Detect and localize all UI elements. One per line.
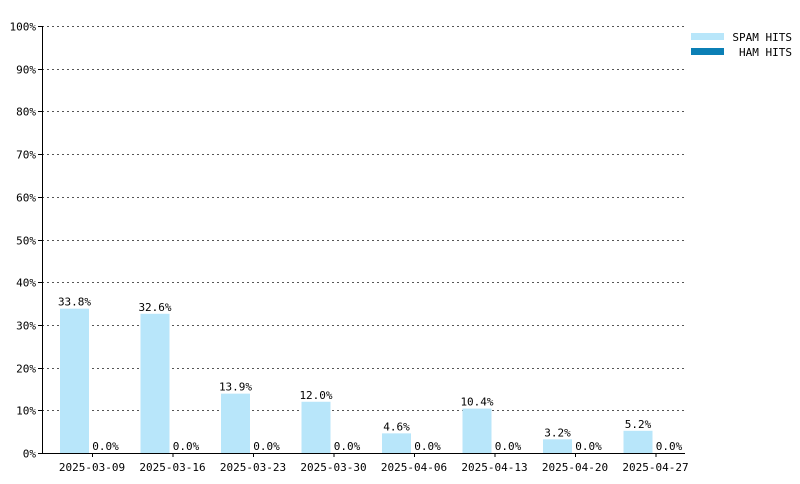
spam-value-label: 13.9% — [219, 381, 252, 394]
x-tick-label: 2025-03-30 — [300, 461, 366, 474]
x-tick-label: 2025-03-16 — [139, 461, 205, 474]
spam-bar — [301, 401, 331, 453]
ham-value-label: 0.0% — [253, 440, 280, 453]
spam-bar — [382, 433, 411, 453]
x-tick-label: 2025-03-09 — [59, 461, 125, 474]
y-tick-label: 30% — [16, 320, 36, 333]
legend-label: HAM HITS — [739, 46, 792, 59]
y-tick-label: 100% — [10, 21, 37, 34]
ham-value-label: 0.0% — [656, 440, 683, 453]
spam-bar — [140, 313, 170, 453]
x-tick-label: 2025-04-20 — [542, 461, 608, 474]
ham-value-label: 0.0% — [414, 440, 441, 453]
spam-value-label: 32.6% — [138, 301, 171, 314]
ham-value-label: 0.0% — [334, 440, 361, 453]
spam-bar — [623, 430, 653, 453]
y-tick-label: 0% — [23, 448, 37, 461]
spam-bar — [462, 408, 492, 453]
spam-bar — [221, 393, 250, 453]
spam-value-label: 10.4% — [460, 396, 493, 409]
legend-swatch — [691, 48, 724, 55]
spam-value-label: 5.2% — [625, 418, 652, 431]
spam-value-label: 4.6% — [383, 420, 410, 433]
ham-value-label: 0.0% — [173, 440, 200, 453]
ham-value-label: 0.0% — [575, 440, 602, 453]
legend: SPAM HITS HAM HITS — [691, 31, 792, 59]
y-tick-label: 20% — [16, 363, 36, 376]
y-tick-label: 40% — [16, 277, 36, 290]
axes: 0% 10% 20% 30% 40% 50% 60% 70% 80% 90% 100% 2025-03… — [10, 21, 689, 475]
spam-bar — [60, 308, 89, 453]
labels: 33.8% 0.0% 32.6% 0.0% 13.9% 0.0% 12.0% 0.0% 4.6%… — [58, 296, 683, 453]
y-tick-label: 90% — [16, 64, 36, 77]
x-tick-label: 2025-03-23 — [220, 461, 286, 474]
y-tick-label: 60% — [16, 192, 36, 205]
x-tick-label: 2025-04-06 — [381, 461, 447, 474]
grid-lines — [42, 26, 685, 411]
spam-value-label: 33.8% — [58, 296, 91, 309]
legend-label: SPAM HITS — [732, 31, 792, 44]
y-tick-label: 80% — [16, 106, 36, 119]
spam-value-label: 3.2% — [544, 426, 571, 439]
spam-bar — [543, 439, 572, 453]
y-tick-label: 50% — [16, 235, 36, 248]
ham-value-label: 0.0% — [495, 440, 522, 453]
y-tick-label: 10% — [16, 405, 36, 418]
bars — [60, 308, 653, 453]
legend-swatch — [691, 33, 724, 40]
spam-value-label: 12.0% — [299, 389, 332, 402]
y-tick-label: 70% — [16, 149, 36, 162]
ham-value-label: 0.0% — [92, 440, 119, 453]
x-tick-label: 2025-04-13 — [461, 461, 527, 474]
x-tick-label: 2025-04-27 — [622, 461, 688, 474]
